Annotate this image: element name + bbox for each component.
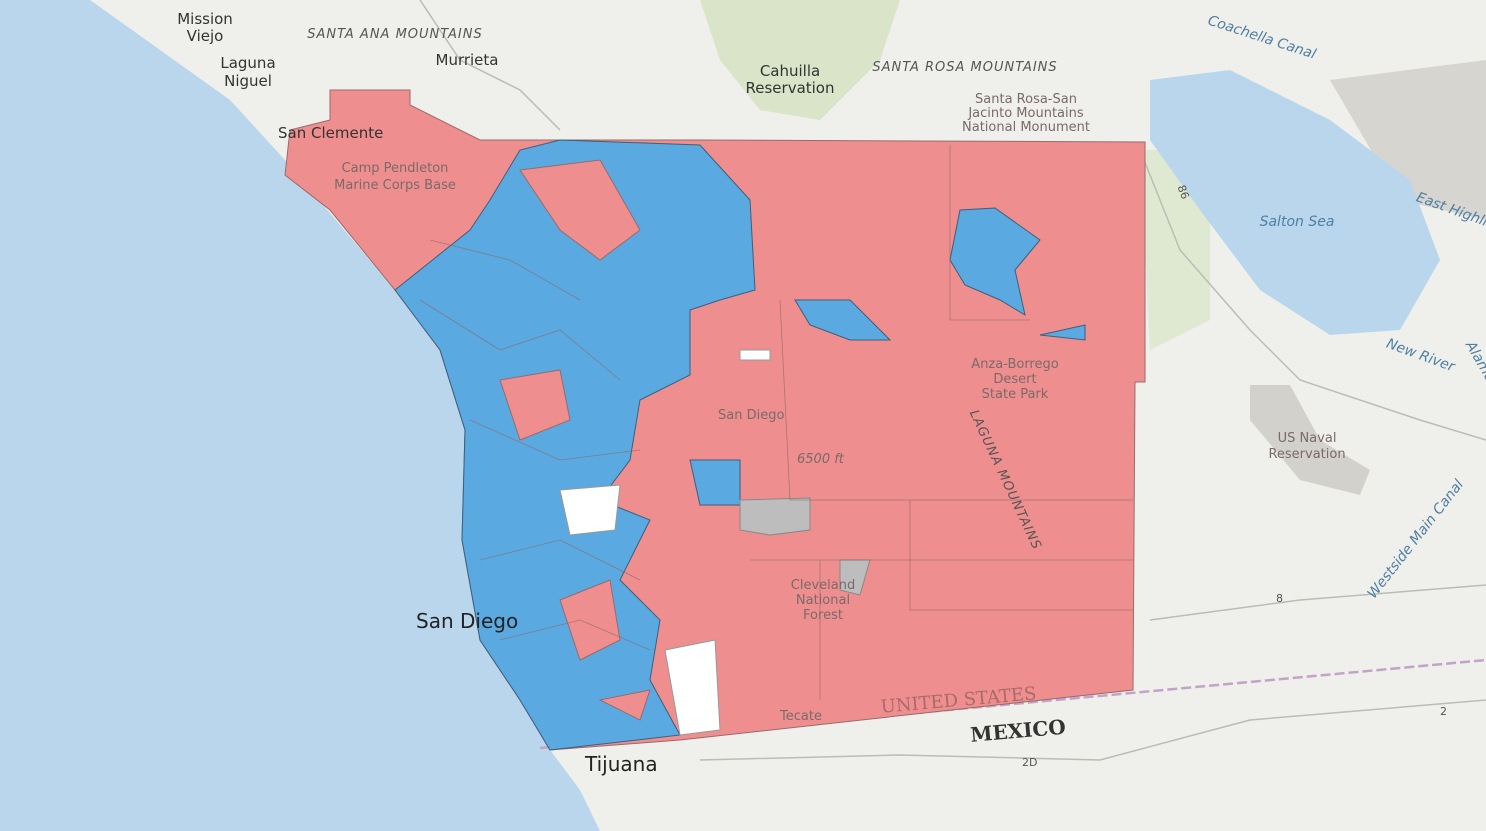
label-line: Santa Rosa-San [975,92,1077,107]
place-label: San Clemente [278,124,383,142]
label-line: Anza-Borrego [971,357,1058,372]
base-label: Camp Pendleton Marine Corps Base [334,161,456,193]
label-line: Desert [993,372,1036,387]
label-line: Forest [803,608,843,623]
label-line: National [796,593,850,608]
place-label: San Diego [718,408,784,423]
no-data [559,349,771,736]
place-label: Cahuilla Reservation [746,62,835,97]
label-line: National Monument [962,120,1090,135]
park-label: Anza-Borrego Desert State Park [971,357,1058,402]
terrain [700,0,900,120]
place-label: Laguna Niguel [220,54,275,90]
label-line: Viejo [187,27,224,45]
label-line: Marine Corps Base [334,178,456,193]
ocean [0,0,600,831]
place-label: Mission Viejo [177,10,233,45]
label-line: Mission [177,10,233,28]
roads [419,0,1486,761]
county-blue [689,299,1086,506]
label-line: Reservation [1268,447,1345,462]
label-line: Cahuilla [760,62,820,80]
county-blue [949,207,1041,317]
label-line: State Park [982,387,1049,402]
terrain [1330,60,1486,220]
terrain [1140,150,1210,350]
elevation-label: 6500 ft [797,452,845,467]
label-line: US Naval [1278,431,1337,446]
salton-sea [1150,70,1440,335]
mountain-label: SANTA ROSA MOUNTAINS [872,60,1057,75]
water-label: Salton Sea [1260,214,1335,230]
highway-shield: 2 [1440,705,1447,718]
label-line: Jacinto Mountains [967,106,1084,121]
city-label: San Diego [416,609,518,633]
city-label: Tijuana [584,752,658,776]
naval-reservation [1250,385,1370,495]
county-blue [394,139,756,751]
label-line: Niguel [224,72,272,90]
place-label: Tecate [779,709,822,724]
precinct-lines [419,145,1133,700]
label-line: Reservation [746,79,835,97]
label-line: Cleveland [791,578,855,593]
mountain-label: SANTA ANA MOUNTAINS [307,27,482,42]
label-line: Laguna [220,54,275,72]
label-line: Camp Pendleton [342,161,449,176]
county-red [499,159,651,721]
park-label: Santa Rosa-San Jacinto Mountains National … [962,92,1090,135]
place-label: Murrieta [436,51,499,69]
highway-shield: 2D [1022,756,1037,769]
reservation-label: US Naval Reservation [1268,431,1345,462]
highway-shield: 86 [1175,183,1192,201]
highway-shield: 8 [1276,592,1283,605]
forest-label: Cleveland National Forest [791,578,855,623]
